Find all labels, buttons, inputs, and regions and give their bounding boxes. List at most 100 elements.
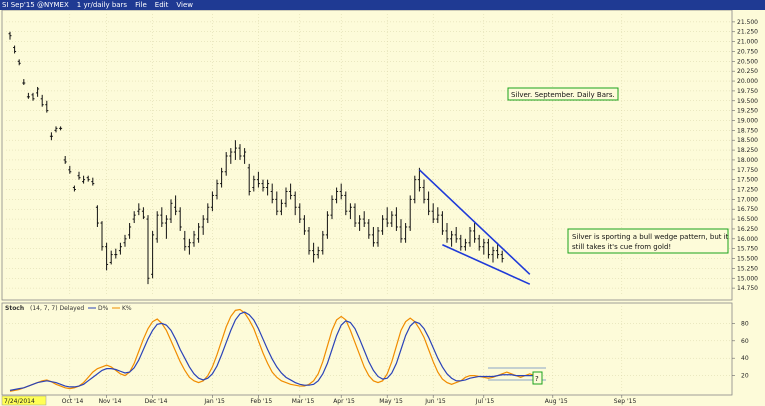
stoch-lines [9, 308, 540, 392]
price-y-tick-label: 21.250 [737, 29, 758, 36]
price-bar [312, 242, 316, 263]
price-bar [224, 152, 228, 176]
price-bar [22, 79, 26, 85]
price-bars [8, 31, 504, 285]
price-bar [141, 207, 145, 220]
price-bar [408, 195, 412, 231]
price-bar [155, 211, 159, 243]
price-y-axis: 14.750 15.000 15.250 15.500 15.750 16.000 16.2… [732, 19, 758, 292]
price-bar [358, 215, 362, 231]
price-bar [348, 203, 352, 220]
price-bar [468, 226, 472, 247]
price-bar [293, 191, 297, 216]
price-bar [344, 191, 348, 216]
price-bar [307, 226, 311, 255]
price-bar [86, 175, 90, 182]
menu-view[interactable]: View [176, 1, 193, 9]
price-y-tick-label: 16.250 [737, 226, 758, 233]
price-bar [445, 223, 449, 243]
price-bar [220, 167, 224, 188]
price-bar [339, 183, 343, 200]
price-y-tick-label: 15.500 [737, 256, 758, 263]
price-bar [63, 155, 67, 164]
price-bar [187, 238, 191, 255]
price-bar [13, 45, 17, 54]
price-bar [183, 230, 187, 251]
x-tick-label: May '15 [379, 398, 403, 405]
price-bar [353, 203, 357, 227]
wedge-upper-line [418, 169, 531, 275]
price-y-tick-label: 17.000 [737, 196, 758, 203]
stoch-legend-d: D% [98, 305, 109, 312]
price-bar [132, 211, 136, 224]
x-axis: Oct '14 Nov '14 Dec '14 Jan '15 Feb '15 Mar '… [62, 395, 636, 405]
stoch-y-axis: 20 40 60 80 [732, 320, 749, 380]
date-label-box [1, 395, 47, 406]
x-tick-label: Jan '15 [203, 398, 225, 405]
price-bar [45, 100, 49, 113]
price-bar [72, 185, 76, 192]
price-bar [427, 191, 431, 216]
price-y-tick-label: 17.500 [737, 177, 758, 184]
x-tick-label: Oct '14 [62, 398, 84, 405]
price-bar [201, 215, 205, 235]
price-bar [422, 179, 426, 204]
price-bar [316, 246, 320, 259]
x-tick-label: Jun '15 [424, 398, 446, 405]
price-bar [436, 207, 440, 224]
price-bar [261, 179, 265, 192]
price-bar [440, 211, 444, 235]
price-bar [151, 230, 155, 279]
price-y-tick-label: 14.750 [737, 285, 758, 292]
price-grid [6, 14, 730, 393]
price-bar [174, 195, 178, 216]
price-y-tick-label: 19.000 [737, 117, 758, 124]
price-bar [114, 248, 118, 259]
timeframe-label[interactable]: 1 yr/daily bars [76, 1, 128, 9]
price-bar [68, 165, 72, 174]
price-bar [362, 211, 366, 227]
price-bar [100, 221, 104, 251]
price-bar [431, 203, 435, 224]
price-bar [91, 177, 95, 186]
price-bar [192, 230, 196, 247]
symbol-label[interactable]: SI Sep'15 @NYMEX [2, 1, 69, 9]
price-bar [459, 234, 463, 251]
price-bar [330, 195, 334, 220]
price-y-tick-label: 15.750 [737, 246, 758, 253]
price-bar [82, 175, 86, 184]
price-bar [233, 140, 237, 160]
price-bar [381, 215, 385, 235]
stoch-question-box [532, 371, 543, 385]
price-bar [40, 94, 44, 107]
price-y-tick-label: 16.500 [737, 216, 758, 223]
stoch-y-tick-label: 40 [741, 355, 749, 362]
wedge-trendlines [418, 169, 531, 285]
title-bar: SI Sep'15 @NYMEX 1 yr/daily bars File Ed… [0, 0, 765, 10]
price-bar [367, 219, 371, 239]
date-label: 7/24/2014 [4, 398, 35, 405]
price-bar [371, 226, 375, 247]
stoch-panel [1, 302, 733, 396]
x-tick-label: Dec '14 [145, 398, 168, 405]
price-y-tick-label: 19.750 [737, 88, 758, 95]
price-y-tick-label: 17.250 [737, 187, 758, 194]
price-y-tick-label: 18.250 [737, 147, 758, 154]
price-bar [54, 126, 58, 133]
price-bar [77, 171, 81, 180]
menu-file[interactable]: File [135, 1, 147, 9]
stoch-grid [6, 323, 730, 376]
price-bar [137, 203, 141, 216]
menu-edit[interactable]: Edit [154, 1, 169, 9]
price-bar [169, 199, 173, 224]
price-y-tick-label: 20.250 [737, 68, 758, 75]
annotation-box-title [507, 87, 619, 101]
price-bar [486, 238, 490, 259]
price-bar [270, 183, 274, 204]
price-bar [325, 211, 329, 239]
price-bar [215, 179, 219, 200]
x-tick-label: Aug '15 [545, 398, 568, 405]
price-bar [105, 242, 109, 271]
price-bar [206, 203, 210, 224]
